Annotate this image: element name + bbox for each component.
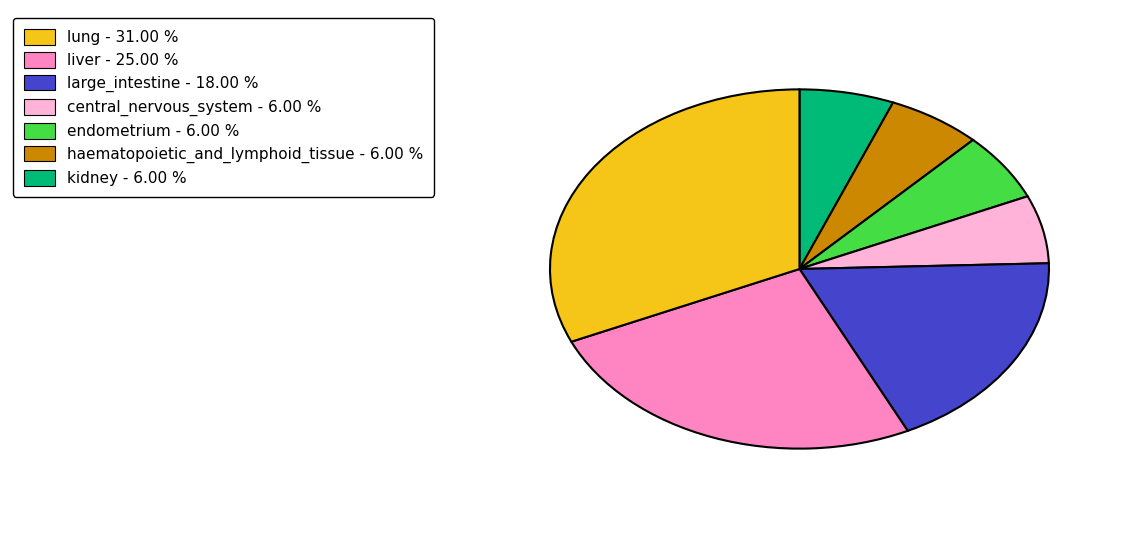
Wedge shape bbox=[799, 196, 1049, 269]
Wedge shape bbox=[799, 89, 894, 269]
Wedge shape bbox=[799, 140, 1027, 269]
Legend: lung - 31.00 %, liver - 25.00 %, large_intestine - 18.00 %, central_nervous_syst: lung - 31.00 %, liver - 25.00 %, large_i… bbox=[14, 18, 433, 196]
Wedge shape bbox=[550, 89, 799, 342]
Wedge shape bbox=[799, 103, 973, 269]
Wedge shape bbox=[799, 263, 1049, 431]
Wedge shape bbox=[572, 269, 907, 449]
